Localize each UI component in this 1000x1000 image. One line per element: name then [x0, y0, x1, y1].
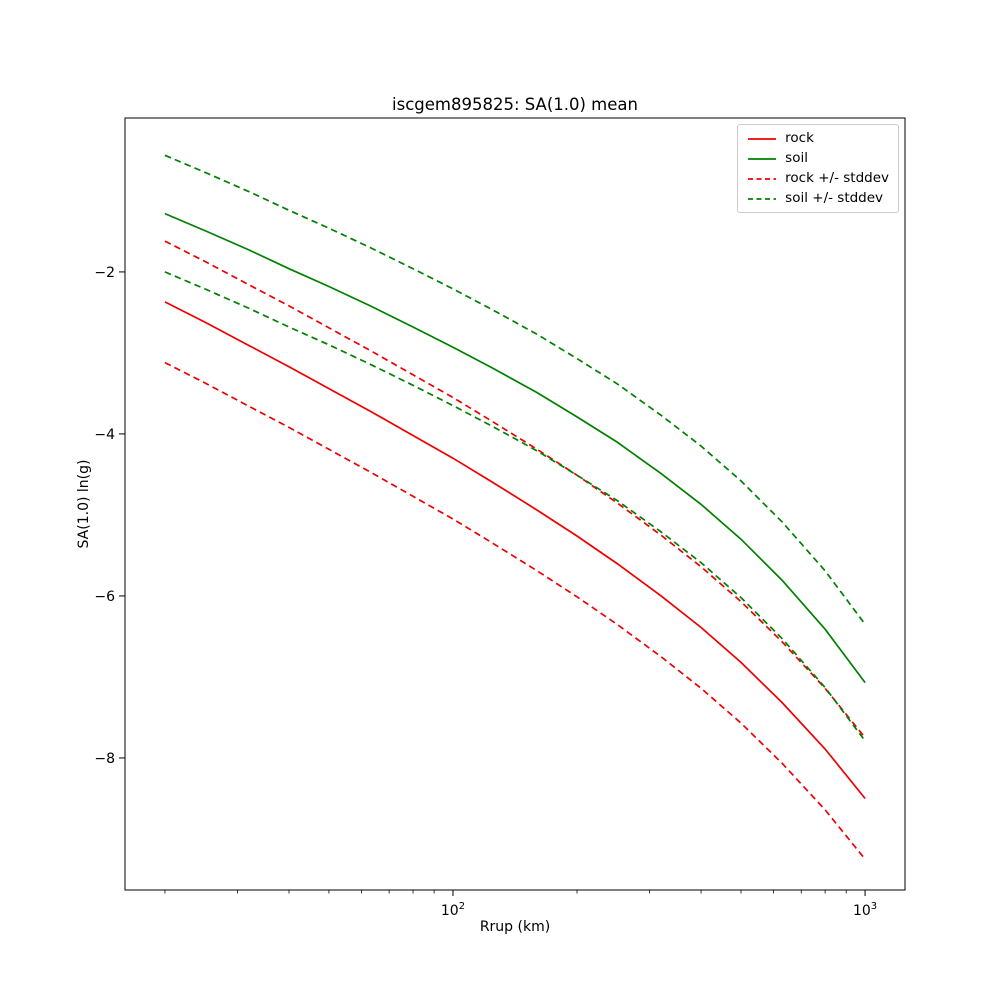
legend-item-rock-stddev: rock +/- stddev	[747, 170, 889, 187]
legend-item-soil-stddev: soil +/- stddev	[747, 190, 889, 207]
legend-item-soil: soil	[747, 150, 889, 167]
y-tick-label: −4	[94, 427, 115, 443]
dashed-line-swatch-icon	[748, 177, 777, 180]
legend: rock soil rock +/- stddev soil +/- stddev	[737, 124, 899, 213]
y-tick-label: −8	[94, 751, 115, 767]
x-axis-label: Rrup (km)	[479, 919, 551, 935]
legend-label: rock	[785, 130, 814, 146]
solid-line-swatch-icon	[748, 157, 777, 160]
series-soil-minus-stddev-line	[164, 271, 866, 742]
dashed-line-swatch-icon	[748, 197, 777, 200]
axes-border	[124, 117, 906, 891]
series-rock-plus-stddev-line	[164, 240, 866, 739]
solid-line-swatch-icon	[748, 137, 777, 140]
series-soil-plus-stddev-line	[164, 154, 866, 625]
legend-label: soil +/- stddev	[785, 190, 884, 206]
legend-item-rock: rock	[747, 130, 889, 147]
y-tick-label: −6	[94, 589, 115, 605]
x-tick-label: 102	[441, 901, 465, 919]
y-tick-label: −2	[94, 265, 115, 281]
legend-label: rock +/- stddev	[785, 170, 889, 186]
y-axis-label: SA(1.0) ln(g)	[76, 459, 92, 549]
chart-title: iscgem895825: SA(1.0) mean	[392, 95, 638, 114]
series-rock-minus-stddev-line	[164, 361, 866, 860]
x-tick-label: 103	[853, 901, 877, 919]
series-soil-line	[164, 212, 866, 684]
legend-label: soil	[785, 150, 808, 166]
series-rock-line	[164, 301, 866, 800]
